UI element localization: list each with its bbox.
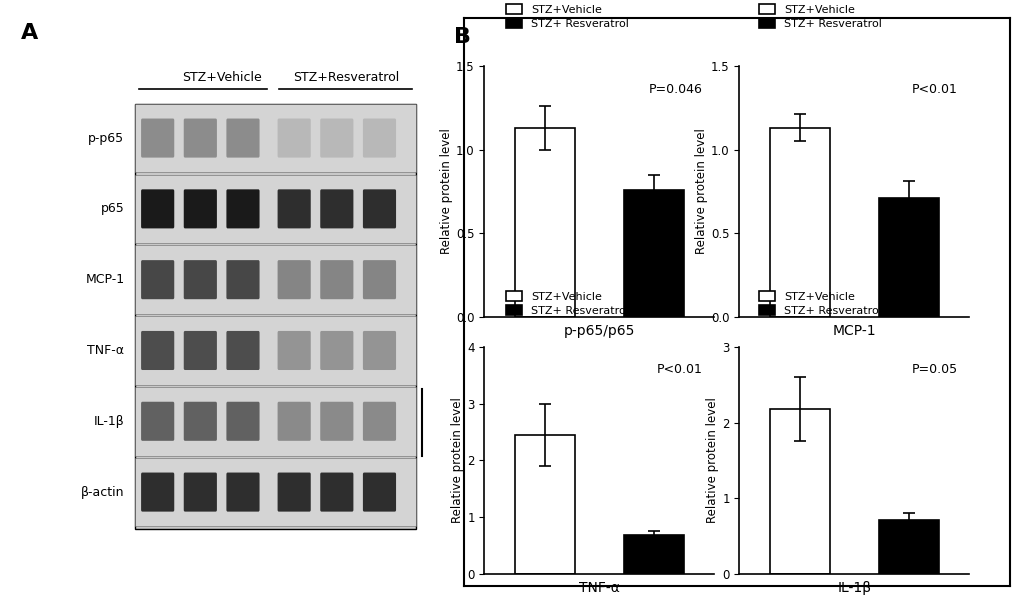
Bar: [768, 409, 828, 574]
Bar: [624, 190, 684, 317]
FancyBboxPatch shape: [363, 260, 395, 299]
FancyBboxPatch shape: [226, 260, 259, 299]
X-axis label: MCP-1: MCP-1: [832, 324, 875, 338]
FancyBboxPatch shape: [363, 190, 395, 228]
Text: MCP-1: MCP-1: [86, 273, 124, 286]
FancyBboxPatch shape: [320, 118, 353, 158]
Text: P<0.01: P<0.01: [911, 83, 957, 96]
Legend: STZ+Vehicle, STZ+ Resveratrol: STZ+Vehicle, STZ+ Resveratrol: [757, 289, 882, 317]
FancyBboxPatch shape: [320, 331, 353, 370]
FancyBboxPatch shape: [320, 260, 353, 299]
Text: STZ+Resveratrol: STZ+Resveratrol: [292, 71, 398, 84]
Text: β-actin: β-actin: [81, 486, 124, 499]
FancyBboxPatch shape: [277, 190, 311, 228]
Text: B: B: [453, 27, 471, 47]
FancyBboxPatch shape: [226, 190, 259, 228]
Legend: STZ+Vehicle, STZ+ Resveratrol: STZ+Vehicle, STZ+ Resveratrol: [504, 289, 630, 317]
FancyBboxPatch shape: [141, 331, 174, 370]
Text: P<0.01: P<0.01: [656, 363, 702, 376]
FancyBboxPatch shape: [277, 118, 311, 158]
FancyBboxPatch shape: [363, 402, 395, 441]
FancyBboxPatch shape: [226, 402, 259, 441]
Y-axis label: Relative protein level: Relative protein level: [695, 129, 707, 254]
FancyBboxPatch shape: [141, 260, 174, 299]
Legend: STZ+Vehicle, STZ+ Resveratrol: STZ+Vehicle, STZ+ Resveratrol: [757, 2, 882, 30]
FancyBboxPatch shape: [141, 190, 174, 228]
Bar: [624, 535, 684, 574]
FancyBboxPatch shape: [226, 331, 259, 370]
FancyBboxPatch shape: [363, 118, 395, 158]
X-axis label: IL-1β: IL-1β: [837, 581, 870, 595]
FancyBboxPatch shape: [320, 402, 353, 441]
FancyBboxPatch shape: [141, 402, 174, 441]
Text: p65: p65: [101, 202, 124, 215]
FancyBboxPatch shape: [141, 118, 174, 158]
Text: P=0.05: P=0.05: [911, 363, 957, 376]
FancyBboxPatch shape: [277, 331, 311, 370]
Bar: [768, 128, 828, 317]
Text: IL-1β: IL-1β: [94, 415, 124, 428]
FancyBboxPatch shape: [183, 190, 217, 228]
Y-axis label: Relative protein level: Relative protein level: [440, 129, 452, 254]
Text: STZ+Vehicle: STZ+Vehicle: [182, 71, 262, 84]
FancyBboxPatch shape: [277, 402, 311, 441]
Text: A: A: [20, 23, 38, 44]
Y-axis label: Relative protein level: Relative protein level: [706, 398, 718, 523]
FancyBboxPatch shape: [320, 472, 353, 512]
FancyBboxPatch shape: [226, 472, 259, 512]
Legend: STZ+Vehicle, STZ+ Resveratrol: STZ+Vehicle, STZ+ Resveratrol: [504, 2, 630, 30]
Text: TNF-α: TNF-α: [88, 344, 124, 357]
Y-axis label: Relative protein level: Relative protein level: [451, 398, 464, 523]
FancyBboxPatch shape: [183, 472, 217, 512]
FancyBboxPatch shape: [277, 260, 311, 299]
FancyBboxPatch shape: [141, 472, 174, 512]
FancyBboxPatch shape: [277, 472, 311, 512]
FancyBboxPatch shape: [183, 402, 217, 441]
FancyBboxPatch shape: [226, 118, 259, 158]
Bar: [514, 435, 574, 574]
FancyBboxPatch shape: [183, 260, 217, 299]
FancyBboxPatch shape: [183, 331, 217, 370]
X-axis label: TNF-α: TNF-α: [578, 581, 620, 595]
FancyBboxPatch shape: [320, 190, 353, 228]
X-axis label: p-p65/p65: p-p65/p65: [564, 324, 634, 338]
Bar: [514, 128, 574, 317]
FancyBboxPatch shape: [363, 472, 395, 512]
Bar: [878, 520, 938, 574]
Text: p-p65: p-p65: [89, 132, 124, 145]
FancyBboxPatch shape: [183, 118, 217, 158]
Text: P=0.046: P=0.046: [648, 83, 702, 96]
FancyBboxPatch shape: [363, 331, 395, 370]
Bar: [878, 198, 938, 317]
